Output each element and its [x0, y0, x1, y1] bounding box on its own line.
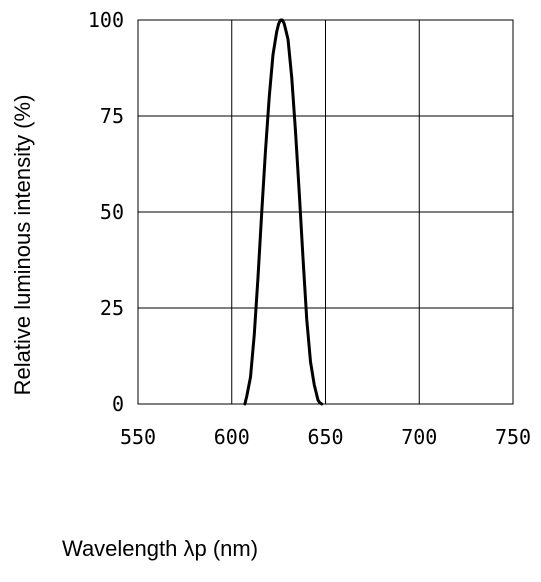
y-tick-label-0: 0	[112, 392, 124, 416]
x-tick-labels: 550 600 650 700 750	[120, 425, 531, 449]
y-tick-label-4: 100	[88, 8, 124, 32]
y-tick-label-2: 50	[100, 200, 124, 224]
y-tick-label-1: 25	[100, 296, 124, 320]
x-tick-label-1: 600	[214, 425, 250, 449]
grid-lines	[138, 20, 513, 404]
plot-frame	[137, 19, 514, 405]
y-tick-label-3: 75	[100, 104, 124, 128]
y-axis-title: Relative luminous intensity (%)	[10, 95, 35, 396]
x-tick-label-3: 700	[401, 425, 437, 449]
series-line-0	[243, 18, 324, 406]
x-tick-label-2: 650	[307, 425, 343, 449]
y-tick-labels: 0 25 50 75 100	[88, 8, 124, 416]
x-axis-title: Wavelength λp (nm)	[62, 536, 258, 561]
series-layer	[243, 18, 324, 406]
x-tick-label-4: 750	[495, 425, 531, 449]
x-tick-label-0: 550	[120, 425, 156, 449]
